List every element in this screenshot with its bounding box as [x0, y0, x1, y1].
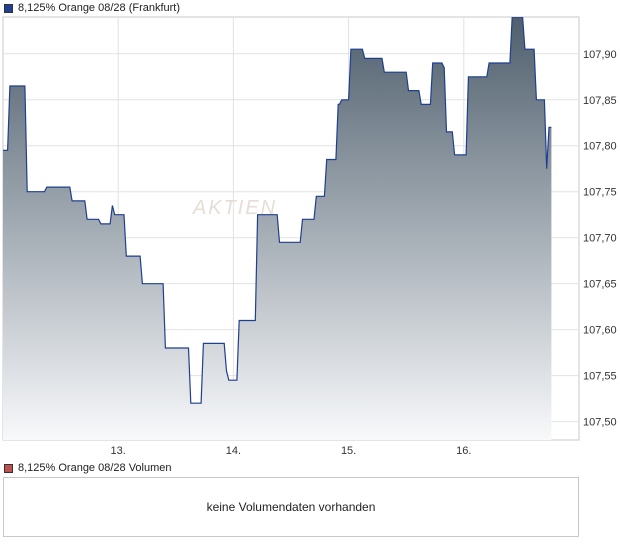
x-tick-label: 16.: [456, 445, 471, 457]
volume-legend-label: 8,125% Orange 08/28 Volumen: [18, 462, 172, 474]
series-line: [3, 17, 552, 404]
price-legend: 8,125% Orange 08/28 (Frankfurt): [4, 1, 180, 15]
x-axis-ticks: 13. 14. 15. 16.: [111, 445, 472, 457]
price-legend-label: 8,125% Orange 08/28 (Frankfurt): [18, 2, 181, 14]
y-tick-label: 107,50: [583, 417, 617, 429]
volume-legend-swatch: [4, 463, 13, 473]
price-chart: AKTIEN 107,50107,55107,60107,65107,70107…: [2, 16, 617, 457]
y-tick-label: 107,65: [583, 279, 617, 291]
y-tick-label: 107,55: [583, 371, 617, 383]
y-tick-label: 107,80: [583, 141, 617, 153]
volume-legend: 8,125% Orange 08/28 Volumen: [4, 461, 172, 475]
y-tick-label: 107,75: [583, 187, 617, 199]
price-series: [3, 17, 552, 440]
volume-panel: keine Volumendaten vorhanden: [3, 477, 579, 537]
x-tick-label: 14.: [226, 445, 241, 457]
watermark: AKTIEN: [192, 197, 277, 219]
price-legend-swatch: [4, 3, 13, 13]
x-tick-label: 15.: [341, 445, 356, 457]
series-area: [3, 17, 552, 440]
volume-empty-message: keine Volumendaten vorhanden: [206, 500, 376, 514]
y-axis-ticks: 107,50 107,55 107,60 107,65 107,70 107,75 107,…: [583, 49, 617, 429]
y-tick-label: 107,90: [583, 49, 617, 61]
y-tick-label: 107,60: [583, 325, 617, 337]
y-tick-label: 107,85: [583, 95, 617, 107]
x-tick-label: 13.: [111, 445, 126, 457]
y-tick-label: 107,70: [583, 233, 617, 245]
